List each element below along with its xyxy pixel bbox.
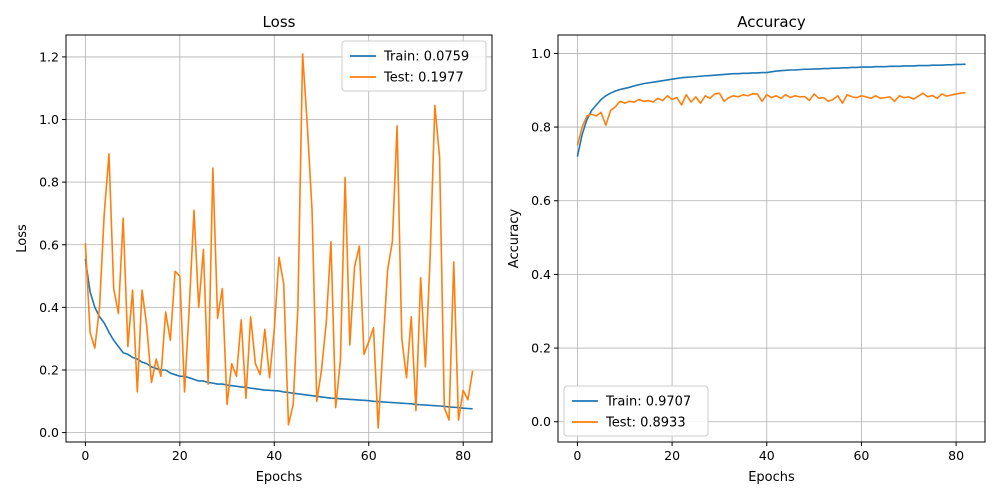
chart-0: 0 20 40 60 80 0.0 0.2 0.4 0.6 0.8 1.0 1.2 Loss Epochs… (15, 13, 493, 485)
x-axis-label: Epochs (256, 470, 303, 485)
y-tick-label: 0.6 (39, 237, 59, 252)
y-tick-label: 0.8 (39, 175, 59, 190)
legend-entry-0: Train: 0.9707 (605, 395, 691, 410)
legend-entry-0: Train: 0.0759 (383, 50, 469, 65)
chart-title: Loss (263, 13, 296, 31)
y-axis-label: Loss (15, 224, 30, 253)
legend: Train: 0.9707 Test: 0.8933 (563, 385, 709, 437)
axes-frame (65, 34, 493, 443)
x-tick-label: 0 (81, 448, 89, 463)
x-tick-label: 60 (361, 448, 377, 463)
charts-root: 0 20 40 60 80 0.0 0.2 0.4 0.6 0.8 1.0 1.2 Loss Epochs… (15, 13, 986, 485)
axes-frame (557, 34, 986, 443)
x-tick-label: 20 (172, 448, 188, 463)
series-line-1 (576, 91, 966, 146)
chart-title: Accuracy (737, 13, 806, 31)
legend-box (341, 40, 487, 92)
y-tick-label: 0.0 (39, 425, 59, 440)
y-tick-label: 1.0 (39, 112, 59, 127)
x-tick-label: 40 (759, 448, 775, 463)
y-tick-label: 0.6 (531, 193, 551, 208)
x-tick-label: 60 (853, 448, 869, 463)
x-tick-label: 0 (573, 448, 581, 463)
y-tick-label: 0.0 (531, 414, 551, 429)
x-axis-label: Epochs (748, 470, 795, 485)
y-tick-label: 0.4 (531, 267, 551, 282)
legend-box (563, 385, 709, 437)
legend-entry-1: Test: 0.1977 (383, 71, 464, 86)
series-line-0 (576, 63, 966, 157)
y-tick-label: 1.0 (531, 46, 551, 61)
x-tick-label: 40 (266, 448, 282, 463)
y-tick-label: 0.8 (531, 120, 551, 135)
y-tick-label: 0.2 (531, 341, 551, 356)
legend-entry-1: Test: 0.8933 (605, 416, 686, 431)
y-tick-label: 0.2 (39, 362, 59, 377)
y-tick-label: 1.2 (39, 49, 59, 64)
x-tick-label: 80 (455, 448, 471, 463)
legend: Train: 0.0759 Test: 0.1977 (341, 40, 487, 92)
grid (66, 35, 492, 442)
x-tick-label: 20 (664, 448, 680, 463)
chart-1: 0 20 40 60 80 0.0 0.2 0.4 0.6 0.8 1.0 Accuracy Epoch… (507, 13, 986, 485)
y-tick-label: 0.4 (39, 300, 59, 315)
grid (558, 35, 985, 442)
y-axis-label: Accuracy (507, 209, 522, 269)
x-tick-label: 80 (948, 448, 964, 463)
series-line-1 (84, 52, 474, 429)
